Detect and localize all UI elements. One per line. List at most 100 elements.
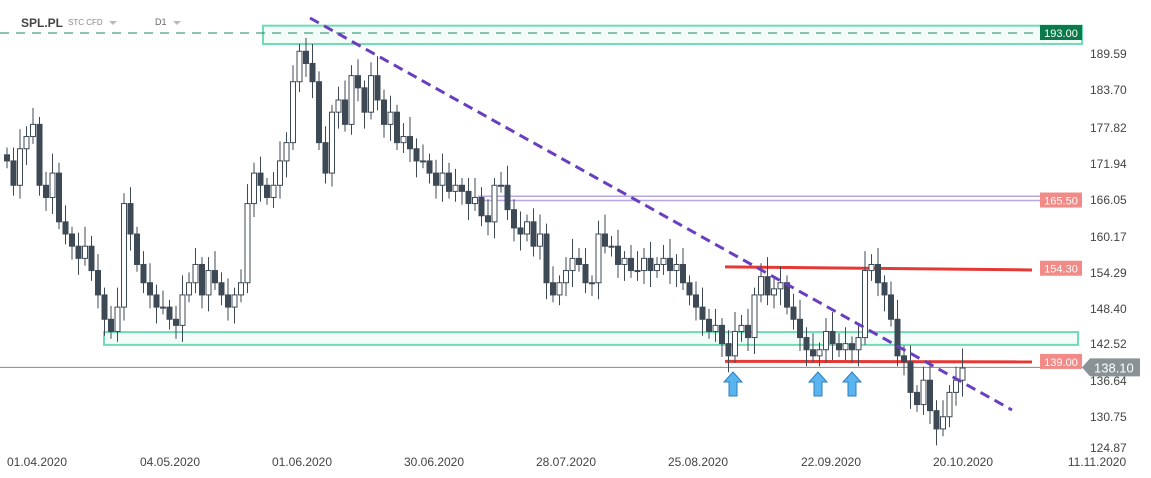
candle: [686, 275, 693, 306]
candle-body: [10, 160, 17, 186]
candle-body: [283, 142, 290, 162]
support-resistance-zone: [262, 24, 1083, 45]
candle: [946, 385, 953, 428]
candle-body: [823, 330, 829, 351]
candle: [56, 162, 62, 230]
candle-body: [205, 270, 212, 296]
price-level-tag: [1040, 25, 1082, 40]
candle-body: [238, 282, 244, 296]
instrument-type-dropdown[interactable]: STC CFD: [68, 18, 117, 27]
candle: [283, 132, 290, 178]
timeframe-dropdown[interactable]: D1: [155, 17, 181, 27]
candle-body: [719, 324, 725, 345]
candle: [556, 275, 563, 306]
candle: [829, 311, 836, 361]
candle-body: [309, 62, 316, 83]
candle: [160, 290, 166, 315]
candle: [777, 266, 784, 306]
candle-body: [901, 355, 907, 363]
symbol-label: SPL.PL: [21, 16, 64, 30]
candle: [608, 235, 615, 257]
candle-body: [810, 349, 816, 357]
candle-body: [790, 306, 797, 320]
candle-body: [485, 215, 491, 223]
candle-body: [355, 75, 361, 89]
candle: [530, 208, 537, 257]
candle-body: [712, 324, 719, 332]
candle-body: [82, 245, 88, 259]
candle: [400, 123, 407, 153]
candle-body: [745, 324, 751, 339]
y-tick-label: 171.94: [1090, 157, 1127, 171]
candle-body: [686, 282, 693, 296]
candle-body: [959, 367, 966, 381]
candle-body: [621, 257, 628, 265]
x-tick-label: 25.08.2020: [668, 455, 728, 469]
x-tick-label: 01.04.2020: [7, 455, 67, 469]
candle-body: [225, 294, 231, 308]
candle: [49, 153, 56, 214]
candle-body: [771, 288, 777, 296]
candle: [368, 62, 374, 120]
candle: [621, 251, 628, 281]
candle: [914, 385, 920, 412]
candle-body: [524, 221, 530, 235]
candle: [264, 177, 270, 205]
x-tick-label: 30.06.2020: [404, 455, 464, 469]
arrow-up-icon: [807, 371, 829, 397]
candle-body: [36, 123, 43, 186]
candle: [628, 244, 634, 278]
candle: [173, 305, 179, 339]
candle-body: [673, 263, 680, 272]
candle-body: [114, 306, 121, 332]
candle-body: [680, 263, 686, 284]
candle: [511, 199, 517, 242]
candle-body: [576, 257, 582, 265]
candle: [537, 214, 543, 260]
x-tick-label: 20.10.2020: [933, 455, 993, 469]
candle-body: [381, 99, 387, 125]
candle-body: [511, 209, 517, 229]
candle-body: [641, 257, 647, 272]
candle: [654, 257, 660, 278]
candle-body: [582, 263, 589, 284]
candle-body: [940, 416, 946, 430]
arrow-up-icon: [722, 371, 744, 397]
candle-body: [420, 160, 426, 163]
y-tick-label: 130.75: [1090, 410, 1127, 424]
candle-body: [894, 318, 901, 357]
candle-body: [101, 294, 108, 320]
candle: [894, 299, 901, 367]
candle: [82, 226, 88, 266]
candle: [933, 400, 940, 446]
candle: [244, 184, 251, 294]
candle: [764, 257, 771, 306]
candle-body: [751, 294, 758, 339]
candle: [595, 220, 602, 300]
candle: [212, 251, 218, 291]
candle-body: [829, 330, 836, 345]
candle: [420, 144, 426, 169]
candle-body: [368, 75, 374, 113]
candle: [452, 168, 459, 202]
candle-body: [173, 318, 179, 326]
candle-body: [706, 318, 712, 332]
arrow-up-icon: [841, 371, 863, 397]
candle: [147, 263, 153, 309]
candle: [465, 177, 472, 221]
candle-body: [335, 99, 342, 113]
candle-body: [192, 263, 199, 284]
candle: [907, 345, 914, 409]
candle-body: [491, 184, 498, 223]
candle-body: [803, 337, 810, 351]
candle: [205, 257, 212, 312]
chevron-down-icon: [108, 20, 117, 25]
candle-body: [303, 50, 309, 64]
candle: [602, 214, 608, 254]
candle-body: [264, 184, 270, 198]
candle-body: [439, 172, 446, 186]
candle: [62, 205, 69, 245]
candle: [589, 275, 595, 297]
